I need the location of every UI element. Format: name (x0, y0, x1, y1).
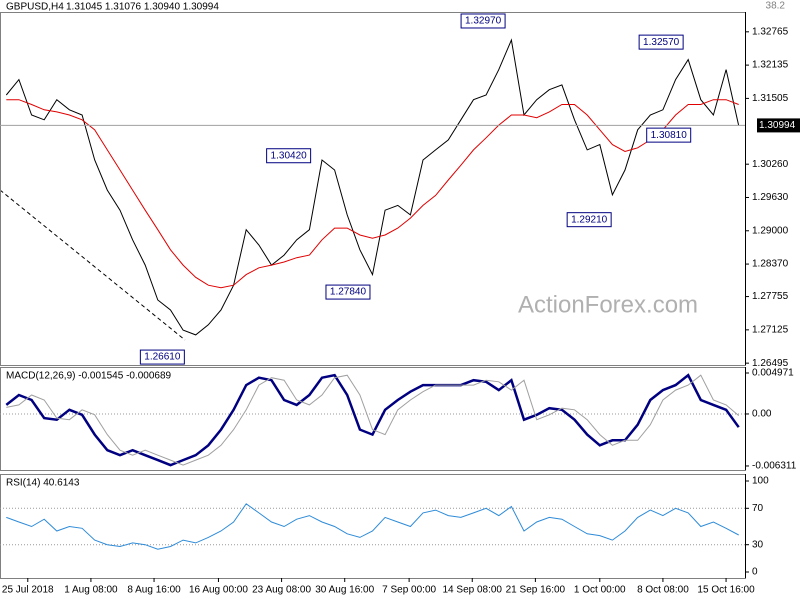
price-annotation-box (266, 148, 312, 164)
series-line (6, 374, 740, 466)
trend-line (0, 189, 186, 341)
watermark: ActionForex.com (518, 291, 698, 318)
last-price-box (757, 118, 800, 133)
panel-border (0, 474, 746, 579)
price-annotation-box (460, 13, 506, 29)
last-price-label: 1.30994 (759, 120, 796, 131)
x-tick-label: 7 Sep 00:00 (382, 585, 436, 596)
plot-area (0, 503, 745, 550)
series-line (6, 503, 739, 550)
panel-title: MACD(12,26,9) -0.001545 -0.000689 (6, 371, 172, 382)
price-annotation-box (139, 349, 185, 365)
y-tick-label: 1.29000 (752, 225, 789, 236)
quote-values: 1.31045 1.31076 1.30940 1.30994 (66, 2, 219, 13)
y-tick-label: -0.006311 (752, 461, 797, 472)
y-tick-label: 1.32135 (752, 60, 789, 71)
y-tick-label: 1.30260 (752, 159, 789, 170)
x-tick-label: 8 Oct 08:00 (637, 585, 689, 596)
series-line (5, 38, 740, 336)
y-tick-label: 1.29630 (752, 192, 789, 203)
price-annotation-label: 1.32570 (643, 37, 680, 48)
price-annotation-label: 1.26610 (144, 352, 181, 363)
x-tick-label: 1 Aug 08:00 (64, 585, 118, 596)
panel-title: RSI(14) 40.6143 (6, 478, 80, 489)
series-line (6, 99, 739, 289)
y-tick-label: 0.004971 (752, 368, 794, 379)
y-tick-label: 1.27755 (752, 291, 789, 302)
x-tick-label: 25 Jul 2018 (2, 585, 54, 596)
y-tick-label: 30 (752, 539, 764, 550)
y-tick-label: 1.28370 (752, 259, 789, 270)
panel-border (0, 367, 746, 471)
fib-label: 38.2 (766, 1, 786, 12)
price-annotation-box (646, 127, 692, 143)
x-tick-label: 30 Aug 16:00 (315, 585, 374, 596)
price-annotation-label: 1.27840 (330, 287, 367, 298)
price-annotation-label: 1.32970 (465, 16, 502, 27)
y-tick-label: 1.32765 (752, 26, 789, 37)
plot-area (0, 373, 745, 467)
price-annotation-box (325, 284, 371, 300)
y-tick-label: 1.27125 (752, 324, 789, 335)
price-annotation-label: 1.30810 (651, 130, 688, 141)
price-annotation-box (566, 212, 612, 228)
x-tick-label: 15 Oct 16:00 (697, 585, 755, 596)
y-tick-label: 1.26495 (752, 358, 789, 369)
plot-area (5, 38, 740, 336)
x-tick-label: 21 Sep 16:00 (506, 585, 566, 596)
series-line (5, 373, 740, 467)
price-annotation-box (638, 34, 684, 50)
x-tick-label: 16 Aug 00:00 (189, 585, 248, 596)
y-tick-label: 0 (752, 567, 758, 578)
panel-title: GBPUSD,H4 (6, 2, 64, 13)
price-annotation-label: 1.29210 (571, 214, 608, 225)
x-tick-label: 14 Sep 08:00 (443, 585, 503, 596)
y-tick-label: 0.00 (752, 409, 772, 420)
price-annotation-label: 1.30420 (271, 150, 308, 161)
x-tick-label: 23 Aug 08:00 (252, 585, 311, 596)
y-tick-label: 1.31505 (752, 93, 789, 104)
x-tick-label: 8 Aug 16:00 (127, 585, 181, 596)
y-tick-label: 70 (752, 503, 764, 514)
y-tick-label: 100 (752, 476, 769, 487)
x-tick-label: 1 Oct 00:00 (574, 585, 626, 596)
